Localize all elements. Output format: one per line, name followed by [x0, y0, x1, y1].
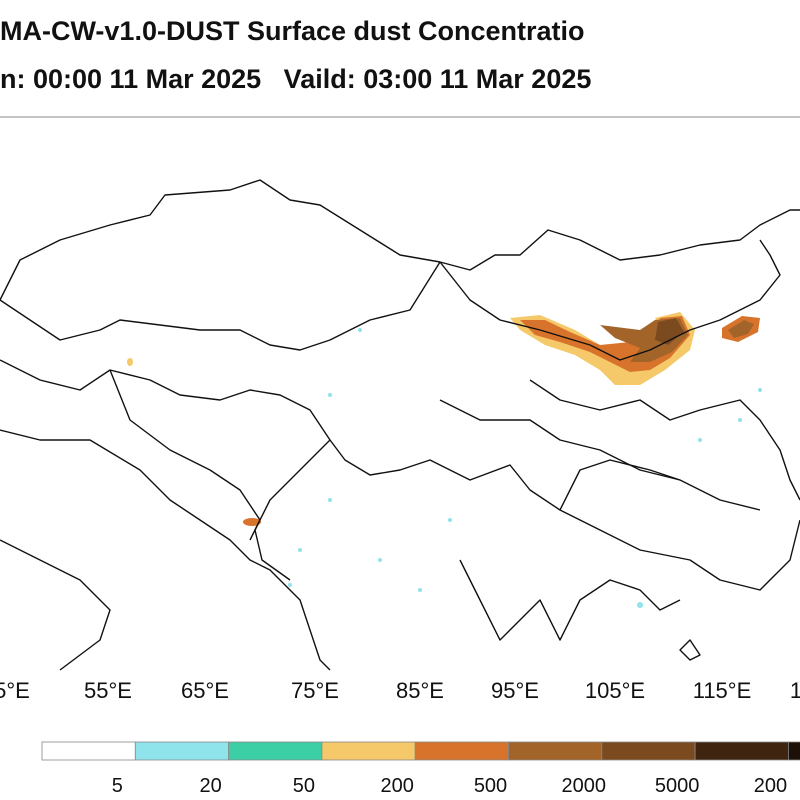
- lon-label: 1: [790, 678, 800, 703]
- colorbar-label: 2000: [562, 775, 607, 797]
- lon-label: 85°E: [396, 678, 444, 703]
- longitude-labels: 5°E 55°E 65°E 75°E 85°E 95°E 105°E 115°E 1: [0, 678, 800, 703]
- colorbar-swatch: [41, 741, 136, 761]
- colorbar-swatch: [414, 741, 509, 761]
- colorbar-swatch: [601, 741, 696, 761]
- colorbar-label: 200: [381, 775, 414, 797]
- dust-field: [127, 312, 762, 608]
- lon-label: 95°E: [491, 678, 539, 703]
- lon-label: 75°E: [291, 678, 339, 703]
- colorbar-label: 50: [293, 775, 315, 797]
- colorbar-swatch: [321, 741, 416, 761]
- lon-label: 65°E: [181, 678, 229, 703]
- colorbar-swatch: [228, 741, 323, 761]
- lon-label: 115°E: [693, 678, 752, 703]
- lon-label: 55°E: [84, 678, 132, 703]
- lon-label: 105°E: [585, 678, 645, 703]
- lon-label: 5°E: [0, 678, 30, 703]
- country-borders: [0, 179, 800, 671]
- colorbar-label: 500: [474, 775, 507, 797]
- colorbar-label: 200: [754, 775, 787, 797]
- colorbar-swatch: [694, 741, 789, 761]
- colorbar-swatch: [508, 741, 603, 761]
- colorbar-label: 5: [112, 775, 123, 797]
- colorbar: 5 20 50 200 500 2000 5000 200: [41, 741, 800, 797]
- title: MA-CW-v1.0-DUST Surface dust Concentrati…: [0, 16, 585, 46]
- colorbar-label: 5000: [655, 775, 700, 797]
- colorbar-swatch: [788, 741, 800, 761]
- colorbar-swatch: [134, 741, 230, 761]
- colorbar-label: 20: [199, 775, 221, 797]
- subtitle: n: 00:00 11 Mar 2025 Vaild: 03:00 11 Mar…: [0, 64, 591, 94]
